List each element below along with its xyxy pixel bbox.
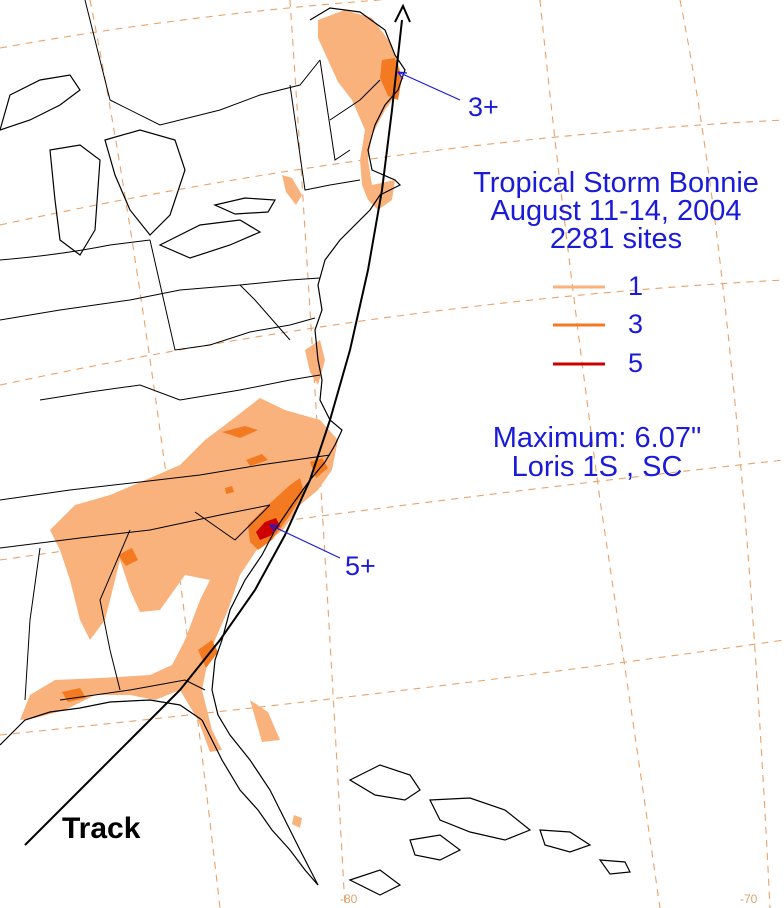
title-dates: August 11-14, 2004 bbox=[491, 195, 742, 227]
maximum-value: Maximum: 6.07" bbox=[493, 422, 702, 454]
rainfall-contour-5 bbox=[256, 518, 280, 540]
legend-label-3: 3 bbox=[628, 309, 643, 339]
legend-label-5: 5 bbox=[628, 348, 643, 378]
storm-track bbox=[24, 3, 411, 846]
track-label: Track bbox=[62, 812, 141, 845]
north-callout-label: 3+ bbox=[468, 92, 499, 122]
longitude-label-80: -80 bbox=[340, 892, 358, 906]
title-block: Tropical Storm Bonnie August 11-14, 2004… bbox=[473, 167, 759, 255]
rainfall-contour-1 bbox=[20, 10, 400, 828]
caribbean-islands bbox=[348, 764, 631, 896]
longitude-label-70: -70 bbox=[740, 892, 758, 906]
callout-lines bbox=[269, 71, 461, 559]
maximum-location: Loris 1S , SC bbox=[512, 451, 683, 483]
south-callout-label: 5+ bbox=[345, 551, 376, 581]
great-lakes bbox=[0, 74, 277, 259]
coastline bbox=[0, 7, 406, 886]
legend: 1 3 5 bbox=[553, 271, 643, 378]
legend-label-1: 1 bbox=[628, 271, 643, 301]
political-borders bbox=[0, 0, 381, 701]
title-site-count: 2281 sites bbox=[550, 223, 682, 255]
maximum-info: Maximum: 6.07" Loris 1S , SC bbox=[493, 422, 702, 483]
title-storm-name: Tropical Storm Bonnie bbox=[473, 167, 759, 199]
